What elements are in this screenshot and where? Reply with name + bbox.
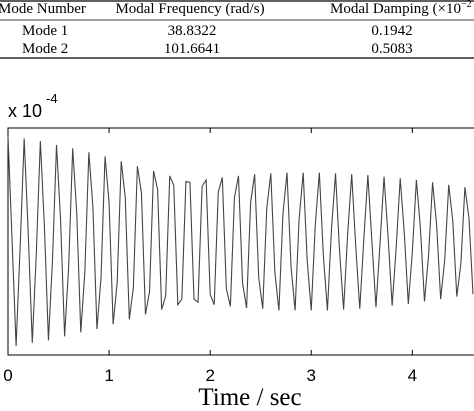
table-cell: 0.1942 [371,23,412,39]
x-tick-label: 4 [408,366,417,385]
x-tick-label: 0 [3,366,12,385]
table-header-exponent: −2 [461,0,472,10]
signal-line [7,136,474,347]
table-cell: 0.5083 [371,41,412,57]
table-cell: Mode 1 [22,23,68,39]
x-axis-label: Time / sec [198,384,301,411]
table-cell: 38.8322 [168,23,217,39]
table-cell: Mode 2 [22,41,68,57]
x-tick-label: 2 [205,366,214,385]
axis-multiplier-exponent: -4 [46,91,58,106]
table-header: Mode Number [0,1,86,17]
table-header: Modal Damping (×10−2 [330,0,472,17]
axis-multiplier: x 10 [8,101,42,121]
table-header: Modal Frequency (rad/s) [115,1,264,17]
plot-frame [7,127,474,356]
table-header: Modal Damping (×10 [330,1,461,17]
table-cell: 101.6641 [164,41,220,57]
x-tick-label: 1 [104,366,113,385]
x-tick-label: 3 [307,366,316,385]
